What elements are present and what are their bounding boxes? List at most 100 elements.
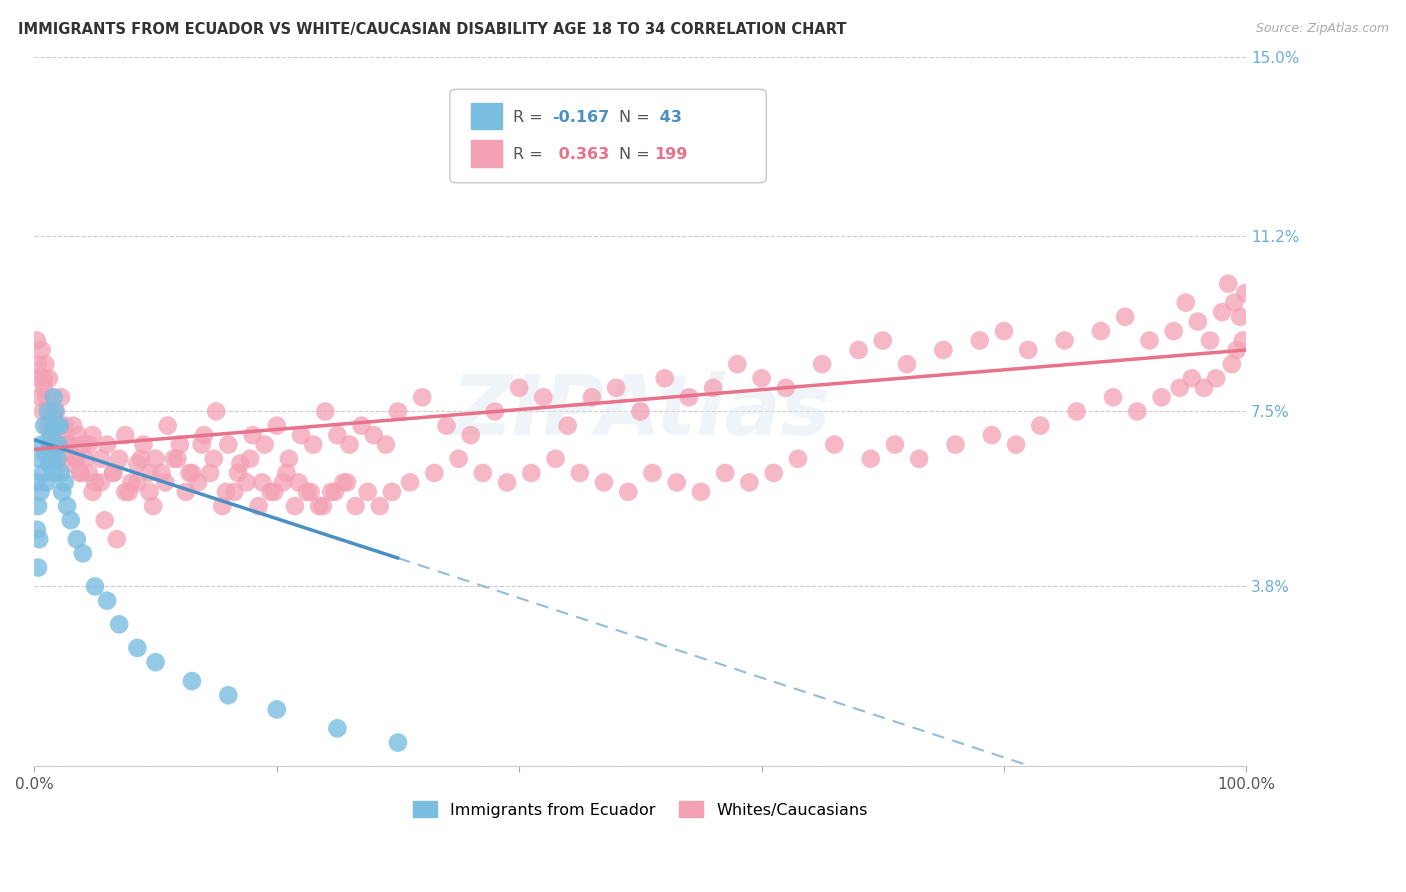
Point xyxy=(28,451,51,466)
Point xyxy=(28,371,51,385)
Point xyxy=(326,428,349,442)
Point xyxy=(496,475,519,490)
Point xyxy=(229,457,252,471)
Point xyxy=(811,357,834,371)
Point xyxy=(271,475,294,490)
Point xyxy=(1229,310,1251,324)
Point xyxy=(145,451,167,466)
Point xyxy=(35,475,58,490)
Point xyxy=(1114,310,1136,324)
Point xyxy=(266,418,288,433)
Point xyxy=(1102,390,1125,404)
Point xyxy=(239,451,262,466)
Point xyxy=(702,381,724,395)
Point xyxy=(654,371,676,385)
Point xyxy=(187,475,209,490)
Point xyxy=(993,324,1015,338)
Point xyxy=(332,475,354,490)
Point xyxy=(28,532,51,546)
Point xyxy=(387,735,409,749)
Point xyxy=(49,418,72,433)
Point xyxy=(224,484,246,499)
Point xyxy=(883,437,905,451)
Point xyxy=(217,437,239,451)
Point xyxy=(65,451,87,466)
Point xyxy=(150,466,173,480)
Point xyxy=(568,466,591,480)
Point xyxy=(217,688,239,702)
Point xyxy=(62,418,84,433)
Point xyxy=(593,475,616,490)
Point xyxy=(896,357,918,371)
Point xyxy=(198,466,221,480)
Point xyxy=(344,499,367,513)
Point xyxy=(42,390,65,404)
Point xyxy=(725,357,748,371)
Point xyxy=(211,499,233,513)
Point xyxy=(39,428,62,442)
Point xyxy=(27,499,49,513)
Point xyxy=(155,475,177,490)
Point xyxy=(1187,315,1209,329)
Point xyxy=(45,404,67,418)
Point xyxy=(308,499,330,513)
Point xyxy=(321,484,343,499)
Point xyxy=(49,390,72,404)
Point xyxy=(1211,305,1233,319)
Text: -0.167: -0.167 xyxy=(553,110,610,125)
Point xyxy=(101,466,124,480)
Point xyxy=(48,437,70,451)
Point xyxy=(41,418,63,433)
Point xyxy=(387,404,409,418)
Point xyxy=(96,437,118,451)
Point xyxy=(69,466,91,480)
Point xyxy=(205,404,228,418)
Point xyxy=(1234,286,1257,301)
Point xyxy=(690,484,713,499)
Point xyxy=(235,475,257,490)
Point xyxy=(58,457,80,471)
Point xyxy=(215,484,238,499)
Point xyxy=(59,513,82,527)
Point xyxy=(138,466,160,480)
Point xyxy=(179,466,201,480)
Point xyxy=(163,451,186,466)
Point xyxy=(299,484,322,499)
Point xyxy=(181,466,204,480)
Point xyxy=(1053,334,1076,348)
Point xyxy=(751,371,773,385)
Point xyxy=(1090,324,1112,338)
Point xyxy=(38,457,60,471)
Point xyxy=(41,437,63,451)
Text: ZIPAtlas: ZIPAtlas xyxy=(451,371,830,452)
Point xyxy=(44,437,66,451)
Point xyxy=(127,457,149,471)
Point xyxy=(56,499,79,513)
Point xyxy=(31,437,53,451)
Point xyxy=(90,475,112,490)
Point xyxy=(253,437,276,451)
Point xyxy=(1066,404,1088,418)
Point xyxy=(531,390,554,404)
Point xyxy=(1150,390,1173,404)
Point xyxy=(82,484,104,499)
Point xyxy=(37,404,59,418)
Point xyxy=(302,437,325,451)
Point xyxy=(25,475,48,490)
Point xyxy=(114,428,136,442)
Point xyxy=(34,357,56,371)
Point xyxy=(45,418,67,433)
Point xyxy=(617,484,640,499)
Point xyxy=(295,484,318,499)
Point xyxy=(484,404,506,418)
Point xyxy=(127,640,149,655)
Point xyxy=(27,357,49,371)
Point xyxy=(339,437,361,451)
Point xyxy=(108,617,131,632)
Point xyxy=(411,390,433,404)
Point xyxy=(1168,381,1191,395)
Point xyxy=(226,466,249,480)
Text: 43: 43 xyxy=(654,110,682,125)
Point xyxy=(628,404,651,418)
Point xyxy=(59,437,82,451)
